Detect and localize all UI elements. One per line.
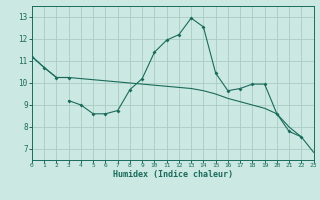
X-axis label: Humidex (Indice chaleur): Humidex (Indice chaleur) — [113, 170, 233, 179]
